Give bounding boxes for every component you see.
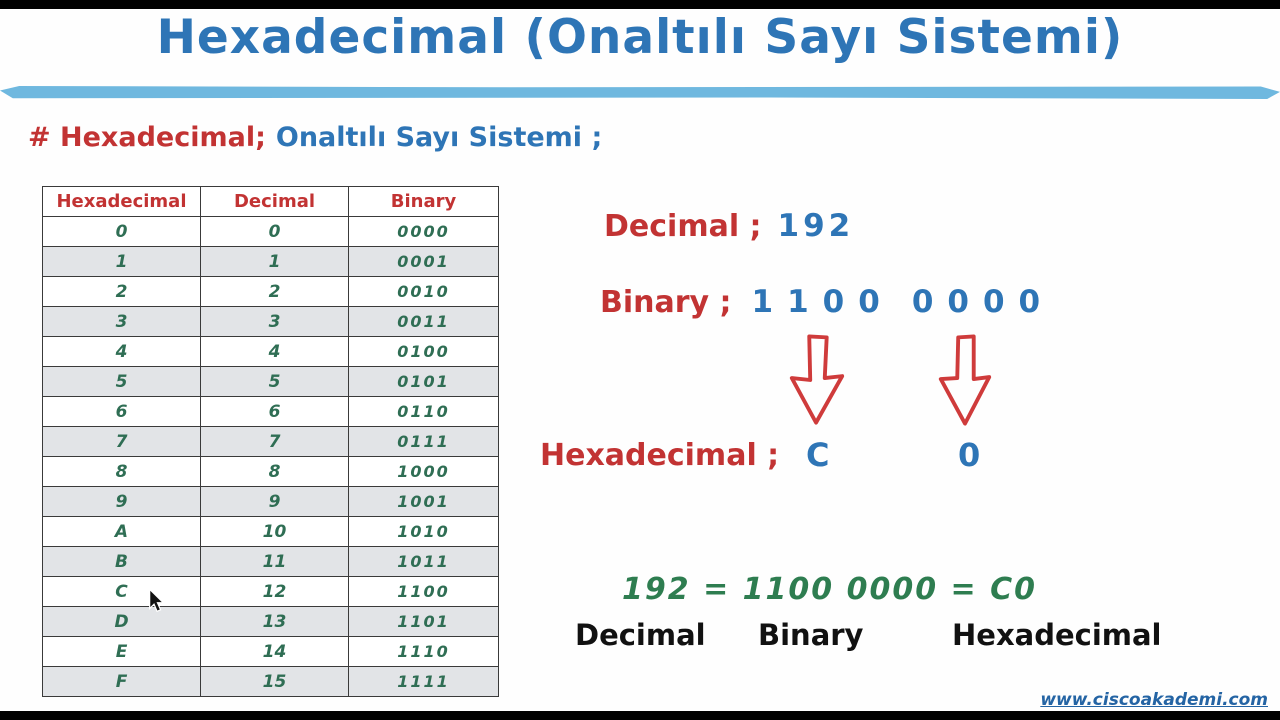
binary-cell: 0100: [348, 336, 499, 367]
binary-nibble-low: 0000: [911, 284, 1055, 320]
table-row: 2 2 0010: [42, 276, 499, 307]
conversion-table-body: 0 0 0000 1 1 0001 2 2 0010 3 3 0011 4 4 0100 5 5 0101 6 6 01…: [42, 216, 499, 697]
table-row: 3 3 0011: [42, 306, 499, 337]
subtitle-red-part: # Hexadecimal;: [28, 122, 266, 153]
hex-result-high: C: [806, 436, 830, 474]
binary-cell: 1000: [348, 456, 499, 487]
binary-cell: 1001: [348, 486, 499, 517]
col-header-decimal: Decimal: [200, 186, 349, 217]
hex-cell: E: [42, 636, 201, 667]
hex-cell: 0: [42, 216, 201, 247]
decimal-cell: 13: [200, 606, 349, 637]
binary-cell: 0010: [348, 276, 499, 307]
hex-result-low: 0: [958, 436, 981, 474]
binary-cell: 0011: [348, 306, 499, 337]
decimal-cell: 7: [200, 426, 349, 457]
decimal-cell: 8: [200, 456, 349, 487]
table-row: C 12 1100: [42, 576, 499, 607]
binary-cell: 0111: [348, 426, 499, 457]
hex-cell: F: [42, 666, 201, 697]
decimal-cell: 12: [200, 576, 349, 607]
binary-cell: 1110: [348, 636, 499, 667]
decimal-label: Decimal ;: [604, 209, 762, 244]
equation-label-hexadecimal: Hexadecimal: [952, 618, 1162, 652]
example-hex-line: Hexadecimal ;: [540, 438, 779, 473]
hex-cell: 9: [42, 486, 201, 517]
hex-cell: 7: [42, 426, 201, 457]
hex-cell: D: [42, 606, 201, 637]
table-row: 0 0 0000: [42, 216, 499, 247]
binary-cell: 1010: [348, 516, 499, 547]
equation-label-decimal: Decimal: [575, 618, 706, 652]
table-row: 1 1 0001: [42, 246, 499, 277]
hex-cell: 5: [42, 366, 201, 397]
conversion-table: Hexadecimal Decimal Binary 0 0 0000 1 1 0001 2…: [42, 186, 499, 697]
table-row: F 15 1111: [42, 666, 499, 697]
mouse-cursor: [149, 588, 165, 613]
decimal-cell: 4: [200, 336, 349, 367]
letterbox-bottom: [0, 711, 1280, 720]
binary-cell: 0001: [348, 246, 499, 277]
decimal-cell: 11: [200, 546, 349, 577]
table-row: 5 5 0101: [42, 366, 499, 397]
equation-label-binary: Binary: [758, 618, 864, 652]
decimal-cell: 3: [200, 306, 349, 337]
binary-nibble-high: 1100: [751, 284, 894, 320]
hex-cell: B: [42, 546, 201, 577]
hex-cell: 1: [42, 246, 201, 277]
decimal-cell: 0: [200, 216, 349, 247]
example-binary-line: Binary ; 1100 0000: [600, 284, 1054, 320]
table-row: D 13 1101: [42, 606, 499, 637]
binary-cell: 0110: [348, 396, 499, 427]
table-row: A 10 1010: [42, 516, 499, 547]
table-row: E 14 1110: [42, 636, 499, 667]
example-decimal-line: Decimal ; 192: [604, 208, 854, 244]
subtitle-blue-part: Onaltılı Sayı Sistemi ;: [275, 122, 603, 153]
letterbox-top: [0, 0, 1280, 9]
hex-cell: A: [42, 516, 201, 547]
down-arrow-icon: [938, 334, 992, 426]
down-arrow-icon: [789, 334, 845, 425]
col-header-binary: Binary: [348, 186, 499, 217]
binary-cell: 1100: [348, 576, 499, 607]
website-link[interactable]: www.ciscoakademi.com: [1040, 690, 1268, 710]
table-row: 6 6 0110: [42, 396, 499, 427]
decimal-cell: 6: [200, 396, 349, 427]
decimal-cell: 2: [200, 276, 349, 307]
decimal-value: 192: [777, 208, 855, 244]
title-underline-brush: [0, 86, 1280, 99]
hex-cell: 8: [42, 456, 201, 487]
table-row: 7 7 0111: [42, 426, 499, 457]
col-header-hexadecimal: Hexadecimal: [42, 186, 201, 217]
subtitle: # Hexadecimal; Onaltılı Sayı Sistemi ;: [28, 122, 602, 153]
table-row: B 11 1011: [42, 546, 499, 577]
hex-cell: 3: [42, 306, 201, 337]
table-row: 8 8 1000: [42, 456, 499, 487]
decimal-cell: 15: [200, 666, 349, 697]
table-header-row: Hexadecimal Decimal Binary: [42, 186, 499, 217]
hexadecimal-label: Hexadecimal ;: [540, 438, 780, 473]
decimal-cell: 5: [200, 366, 349, 397]
hex-cell: C: [42, 576, 201, 607]
binary-cell: 1101: [348, 606, 499, 637]
decimal-cell: 9: [200, 486, 349, 517]
decimal-cell: 1: [200, 246, 349, 277]
hex-cell: 2: [42, 276, 201, 307]
binary-cell: 1011: [348, 546, 499, 577]
decimal-cell: 14: [200, 636, 349, 667]
hex-cell: 4: [42, 336, 201, 367]
hex-cell: 6: [42, 396, 201, 427]
decimal-cell: 10: [200, 516, 349, 547]
binary-cell: 0000: [348, 216, 499, 247]
page-title: Hexadecimal (Onaltılı Sayı Sistemi): [156, 10, 1124, 65]
table-row: 9 9 1001: [42, 486, 499, 517]
table-row: 4 4 0100: [42, 336, 499, 367]
binary-cell: 0101: [348, 366, 499, 397]
binary-cell: 1111: [348, 666, 499, 697]
summary-equation: 192 = 1100 0000 = C0: [622, 572, 1037, 607]
binary-label: Binary ;: [600, 285, 732, 320]
